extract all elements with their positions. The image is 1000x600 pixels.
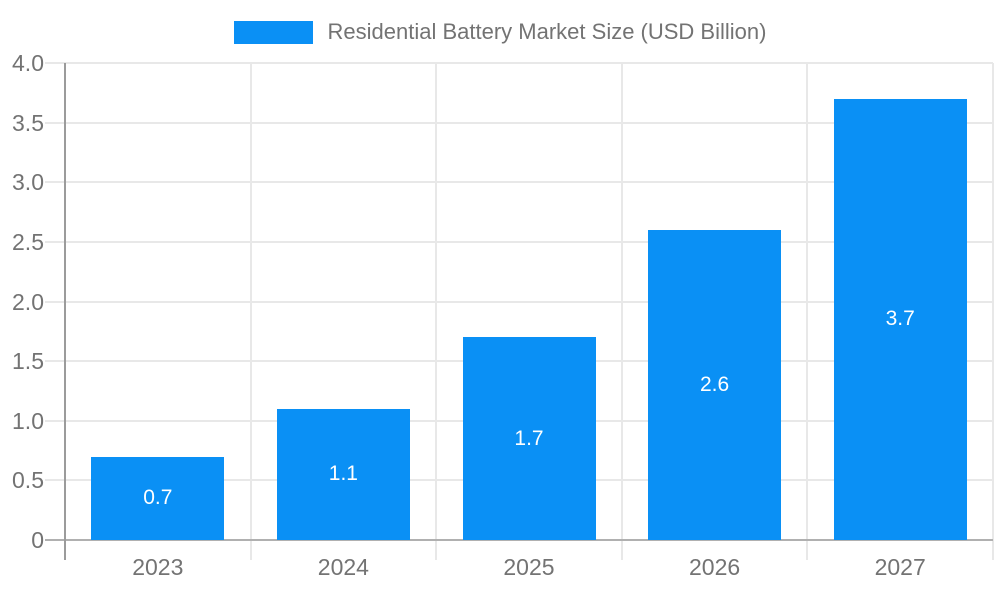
bar-value-label: 1.7	[514, 426, 544, 450]
bar-2026[interactable]: 2.6	[648, 229, 782, 540]
y-axis-tick-label: 2.5	[12, 228, 44, 255]
y-gridline	[45, 240, 993, 243]
bar-2023[interactable]: 0.7	[91, 456, 225, 540]
x-axis-category-label: 2023	[132, 554, 184, 580]
x-gridline	[620, 63, 623, 560]
bar-value-label: 0.7	[143, 486, 173, 510]
y-axis-tick-label: 0.5	[12, 467, 44, 494]
bar-value-label: 3.7	[885, 307, 915, 331]
y-gridline	[45, 121, 993, 124]
y-gridline	[45, 181, 993, 184]
legend-swatch-icon	[233, 20, 313, 44]
bar-value-label: 1.1	[328, 462, 358, 486]
y-axis-tick-label: 0	[31, 527, 44, 553]
x-gridline	[249, 63, 252, 560]
y-axis-tick-label: 3.0	[12, 169, 44, 196]
x-gridline	[806, 63, 809, 560]
y-axis-tick-label: 3.5	[12, 109, 44, 136]
bar-2027[interactable]: 3.7	[833, 98, 967, 540]
bar-2025[interactable]: 1.7	[462, 337, 596, 540]
x-axis-category-label: 2027	[874, 554, 926, 580]
x-axis-category-label: 2025	[503, 554, 555, 580]
y-axis-line	[64, 63, 66, 560]
y-axis-tick-label: 1.5	[12, 348, 44, 375]
bar-value-label: 2.6	[699, 372, 730, 396]
x-gridline	[435, 63, 438, 560]
y-axis-tick-label: 4.0	[12, 50, 44, 76]
legend-label: Residential Battery Market Size (USD Bil…	[327, 19, 767, 44]
y-gridline	[45, 62, 993, 64]
y-gridline	[45, 300, 993, 303]
y-axis-tick-label: 1.0	[12, 407, 44, 434]
bar-2024[interactable]: 1.1	[276, 408, 410, 540]
legend-item-series[interactable]: Residential Battery Market Size (USD Bil…	[233, 19, 767, 45]
x-axis-line	[45, 539, 993, 541]
x-axis-category-label: 2024	[317, 554, 369, 580]
x-axis-category-label: 2026	[689, 554, 741, 580]
legend: Residential Battery Market Size (USD Bil…	[0, 18, 1000, 46]
x-gridline	[992, 63, 994, 560]
y-axis-tick-label: 2.0	[12, 288, 44, 315]
